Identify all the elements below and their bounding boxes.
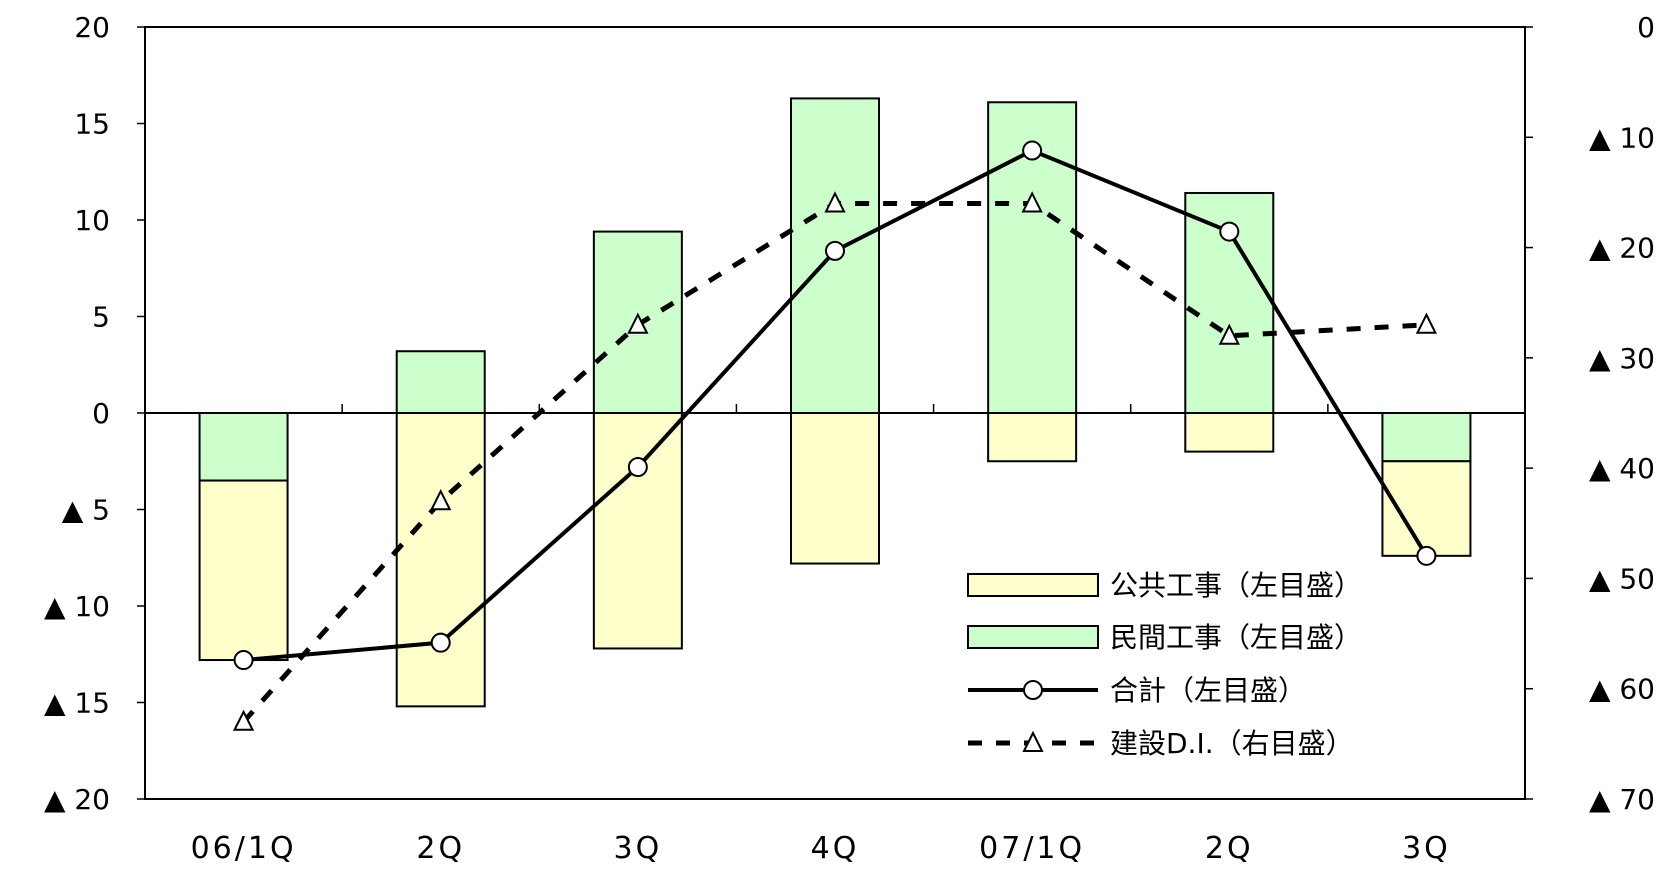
legend-label: 建設D.I.（右目盛） [1110,727,1354,760]
legend: 公共工事（左目盛） 民間工事（左目盛） 合計（左目盛） 建設D.I.（右目盛） [967,569,1362,760]
x-axis-category-label: 07/1Q [979,831,1085,866]
legend-swatch-public [967,573,1099,597]
x-axis-category-label: 3Q [614,831,663,866]
legend-label: 民間工事（左目盛） [1110,621,1362,654]
left-axis-tick-label: 0 [92,397,110,430]
right-axis-tick-label: ▲ 40 [1589,452,1655,485]
public-works-bar [198,479,289,662]
right-axis: 0 ▲ 10 ▲ 20 ▲ 30 ▲ 40 ▲ 50 ▲ 60 ▲ 70 [1525,11,1655,816]
right-axis-tick-label: ▲ 20 [1589,232,1655,265]
right-axis-tick-label: ▲ 60 [1589,673,1655,706]
x-axis-category-label: 2Q [416,831,465,866]
x-axis: 06/1Q 2Q 3Q 4Q 07/1Q 2Q 3Q [191,831,1451,866]
right-axis-tick-label: ▲ 30 [1589,342,1655,375]
legend-swatch-private [967,625,1099,649]
di-triangle-marker [1415,312,1438,334]
left-axis-tick-label: ▲ 10 [44,590,110,623]
left-axis-tick-label: ▲ 15 [44,687,110,720]
left-axis-tick-label: 15 [74,108,110,141]
right-axis-tick-label: ▲ 50 [1589,562,1655,595]
di-triangle-marker [1218,323,1240,345]
x-axis-category-label: 4Q [811,831,860,866]
di-triangle-marker [430,488,452,511]
private-works-bar [1381,412,1472,463]
di-triangle-marker [824,191,846,213]
public-works-bar [395,412,486,708]
public-works-bar [790,412,880,565]
left-axis-tick-label: 10 [74,204,110,237]
total-circle-marker [1022,140,1043,161]
total-circle-marker [627,457,648,478]
total-line-layer [233,140,1437,671]
x-axis-category-label: 2Q [1205,831,1254,866]
left-axis-tick-label: ▲ 20 [44,783,110,816]
left-axis-tick-label: 20 [74,11,110,44]
di-triangle-marker [232,709,255,731]
public-works-bar [592,412,683,650]
total-circle-marker [430,632,451,653]
legend-marker-di [1022,730,1044,752]
category-tick-marks [341,404,1329,413]
total-circle-marker [233,650,254,671]
left-axis-tick-label: ▲ 5 [62,494,110,527]
private-works-bar [198,412,289,482]
total-circle-marker [1416,545,1437,566]
legend-label: 合計（左目盛） [1110,674,1306,707]
public-works-bar [987,412,1078,463]
x-axis-category-label: 06/1Q [191,831,297,866]
di-line-layer [232,191,1438,731]
legend-marker-total [1023,680,1043,700]
total-circle-marker [1219,221,1240,242]
bar-layer [198,97,1472,708]
public-works-bar [1184,412,1275,453]
left-axis-tick-label: 5 [92,301,110,334]
right-axis-tick-label: 0 [1637,11,1655,44]
total-circle-marker [825,240,845,261]
right-axis-tick-label: ▲ 10 [1589,121,1655,154]
di-triangle-marker [627,312,649,334]
private-works-bar [395,350,486,414]
right-axis-tick-label: ▲ 70 [1589,783,1655,816]
di-triangle-marker [1021,191,1043,213]
x-axis-category-label: 3Q [1402,831,1451,866]
legend-label: 公共工事（左目盛） [1110,569,1362,602]
left-axis: 20 15 10 5 0 ▲ 5 ▲ 10 ▲ 15 ▲ 20 [44,11,145,816]
